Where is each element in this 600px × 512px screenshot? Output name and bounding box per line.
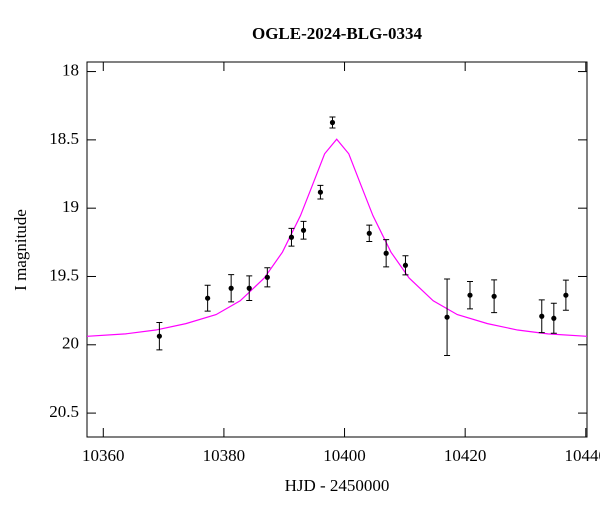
data-point (402, 262, 409, 268)
y-axis-label: I magnitude (11, 209, 30, 291)
x-axis-label: HJD - 2450000 (285, 476, 390, 495)
y-tick-label: 19.5 (49, 265, 79, 284)
data-point (156, 333, 162, 339)
data-point (329, 119, 336, 126)
data-point (300, 227, 307, 233)
x-tick-label: 10360 (82, 446, 125, 465)
data-point (539, 313, 545, 319)
x-tick-label: 10440 (565, 446, 600, 465)
model-curve (86, 138, 588, 337)
plot-frame (86, 61, 588, 438)
chart-title: OGLE-2024-BLG-0334 (252, 24, 423, 43)
data-point (264, 274, 270, 280)
data-point (288, 234, 295, 240)
data-point (228, 285, 234, 291)
y-tick-label: 19 (62, 197, 79, 216)
y-tick-label: 18.5 (49, 129, 79, 148)
data-point (205, 295, 211, 301)
data-point (246, 285, 252, 291)
data-point (551, 315, 557, 321)
x-tick-label: 10420 (444, 446, 487, 465)
y-tick-label: 20 (62, 334, 79, 353)
y-tick-label: 20.5 (49, 402, 79, 421)
x-tick-label: 10380 (203, 446, 246, 465)
y-tick-label: 18 (62, 60, 79, 79)
data-point (491, 293, 497, 299)
data-point (366, 230, 372, 236)
data-point (383, 250, 389, 256)
data-point (444, 314, 450, 320)
data-point (317, 189, 324, 195)
x-tick-label: 10400 (323, 446, 366, 465)
data-point (563, 292, 569, 298)
data-point (467, 292, 473, 298)
